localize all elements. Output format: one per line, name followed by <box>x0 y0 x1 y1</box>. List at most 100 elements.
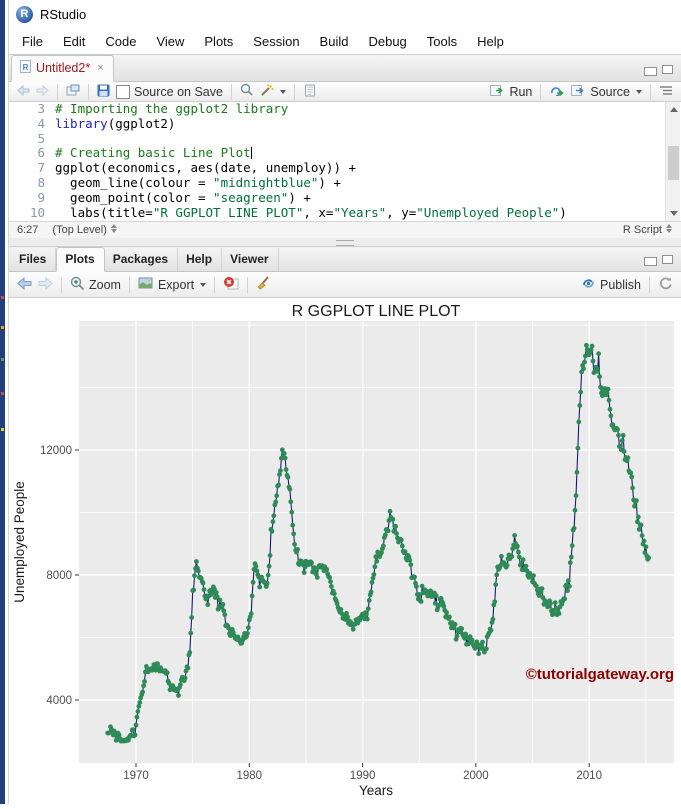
code-line-5[interactable]: 5 <box>9 131 665 147</box>
svg-text:1990: 1990 <box>350 770 376 782</box>
source-on-save-toggle[interactable]: Source on Save <box>116 84 223 99</box>
code-line-8[interactable]: 8 geom_line(colour = "midnightblue") + <box>9 174 665 191</box>
menu-debug[interactable]: Debug <box>368 33 407 49</box>
code-line-3[interactable]: 3 # Importing the ggplot2 library <box>9 102 665 117</box>
editor-scrollbar[interactable] <box>665 102 680 221</box>
watermark: ©tutorialgateway.org <box>526 666 674 683</box>
run-button[interactable]: Run <box>490 84 532 99</box>
menu-help[interactable]: Help <box>477 33 504 49</box>
scroll-up-icon[interactable] <box>670 107 678 112</box>
export-label: Export <box>157 277 195 292</box>
window-title: RStudio <box>40 6 87 22</box>
updown-arrows-icon <box>110 224 118 233</box>
tab-packages[interactable]: Packages <box>105 248 179 271</box>
cursor-position: 6:27 <box>17 224 39 236</box>
splitter-grip-icon <box>336 240 354 246</box>
clear-all-broom-icon[interactable] <box>256 276 271 293</box>
title-bar: R RStudio <box>9 0 681 28</box>
zoom-button[interactable]: Zoom <box>70 276 121 294</box>
close-tab-icon[interactable]: × <box>97 62 104 74</box>
menu-view[interactable]: View <box>156 33 185 49</box>
source-button[interactable]: Source <box>571 84 642 99</box>
code-tools-button[interactable] <box>260 84 286 100</box>
updown-arrows-icon <box>666 224 673 233</box>
menu-tools[interactable]: Tools <box>426 33 458 49</box>
line-number: 7 <box>37 160 45 176</box>
menu-plots[interactable]: Plots <box>204 33 234 49</box>
r-script-file-icon: R <box>20 60 31 76</box>
minimap-speck <box>1 392 4 395</box>
code-text: labs(title="R GGPLOT LINE PLOT", x="Year… <box>55 204 567 220</box>
chevron-down-icon <box>636 89 642 94</box>
rerun-icon[interactable] <box>549 84 565 99</box>
magic-wand-icon <box>260 84 274 100</box>
source-icon <box>571 84 586 99</box>
code-line-4[interactable]: 4 library(ggplot2) <box>9 115 665 132</box>
tab-viewer[interactable]: Viewer <box>222 248 279 271</box>
zoom-plus-icon <box>70 276 85 294</box>
text-cursor <box>250 147 252 160</box>
y-axis-title: Unemployed People <box>12 481 27 603</box>
menu-code[interactable]: Code <box>105 33 137 49</box>
code-line-6[interactable]: 6 # Creating basic Line Plot <box>9 145 665 161</box>
code-line-10[interactable]: 10 labs(title="R GGPLOT LINE PLOT", x="Y… <box>9 204 665 221</box>
ggplot-chart: 4000 8000 12000 1970 1980 1990 2000 2010 R GGPL… <box>12 303 674 798</box>
tab-title: Untitled2* <box>36 61 91 75</box>
tab-plots[interactable]: Plots <box>56 247 105 272</box>
document-outline-icon[interactable] <box>659 85 673 99</box>
run-icon <box>490 84 505 99</box>
pane-splitter[interactable] <box>9 238 681 246</box>
menu-file[interactable]: File <box>22 33 43 49</box>
export-image-icon <box>138 277 154 293</box>
code-text: # Creating basic Line Plot <box>55 145 252 161</box>
x-axis-title: Years <box>359 783 393 798</box>
scope-selector[interactable]: (Top Level) <box>52 224 117 236</box>
search-icon[interactable] <box>240 83 254 100</box>
checkbox-icon[interactable] <box>116 84 130 99</box>
source-tab-bar: R Untitled2* × <box>9 54 681 82</box>
chevron-down-icon <box>200 282 207 287</box>
menu-session[interactable]: Session <box>253 33 300 49</box>
code-text: geom_point(color = "seagreen") + <box>55 189 311 205</box>
tab-help[interactable]: Help <box>178 248 223 271</box>
scrollbar-thumb[interactable] <box>668 146 679 180</box>
back-icon[interactable] <box>17 84 30 99</box>
scroll-down-icon[interactable] <box>670 211 678 216</box>
source-toolbar: Source on Save Run Source <box>9 82 681 102</box>
menu-edit[interactable]: Edit <box>62 33 86 49</box>
forward-icon[interactable] <box>38 276 53 293</box>
forward-icon[interactable] <box>36 84 49 99</box>
code-line-7[interactable]: 7 ggplot(economics, aes(date, unemploy)) … <box>9 160 665 176</box>
remove-plot-icon[interactable] <box>223 276 239 293</box>
minimize-pane-icon[interactable] <box>645 68 656 75</box>
code-line-9[interactable]: 9 geom_point(color = "seagreen") + <box>9 189 665 206</box>
export-button[interactable]: Export <box>138 277 207 293</box>
svg-text:1980: 1980 <box>237 770 263 782</box>
tab-untitled2[interactable]: R Untitled2* × <box>11 55 114 82</box>
publish-button[interactable]: Publish <box>581 277 641 293</box>
publish-icon <box>581 277 596 293</box>
line-number: 3 <box>37 102 45 116</box>
maximize-pane-icon[interactable] <box>662 254 673 264</box>
line-number: 4 <box>37 115 45 131</box>
code-text: geom_line(colour = "midnightblue") + <box>55 174 341 190</box>
chevron-down-icon <box>279 89 286 94</box>
menu-build[interactable]: Build <box>319 33 349 49</box>
minimize-pane-icon[interactable] <box>645 258 656 265</box>
background-window-edge <box>0 0 5 804</box>
popout-window-icon[interactable] <box>66 84 80 99</box>
rstudio-logo-icon: R <box>16 5 33 23</box>
save-icon[interactable] <box>97 84 110 100</box>
code-text: library(ggplot2) <box>55 115 176 131</box>
back-icon[interactable] <box>17 276 32 293</box>
plots-toolbar: Zoom Export Publish <box>9 272 681 298</box>
maximize-pane-icon[interactable] <box>662 64 673 74</box>
source-label: Source <box>590 84 630 99</box>
code-text: # Importing the ggplot2 library <box>55 102 289 116</box>
compile-notebook-icon[interactable] <box>303 84 316 100</box>
refresh-icon[interactable] <box>658 276 673 293</box>
code-editor[interactable]: 3 # Importing the ggplot2 library 4 library… <box>9 102 665 221</box>
doc-type-selector[interactable]: R Script <box>623 224 673 236</box>
line-number: 6 <box>37 145 45 161</box>
tab-files[interactable]: Files <box>11 248 57 271</box>
